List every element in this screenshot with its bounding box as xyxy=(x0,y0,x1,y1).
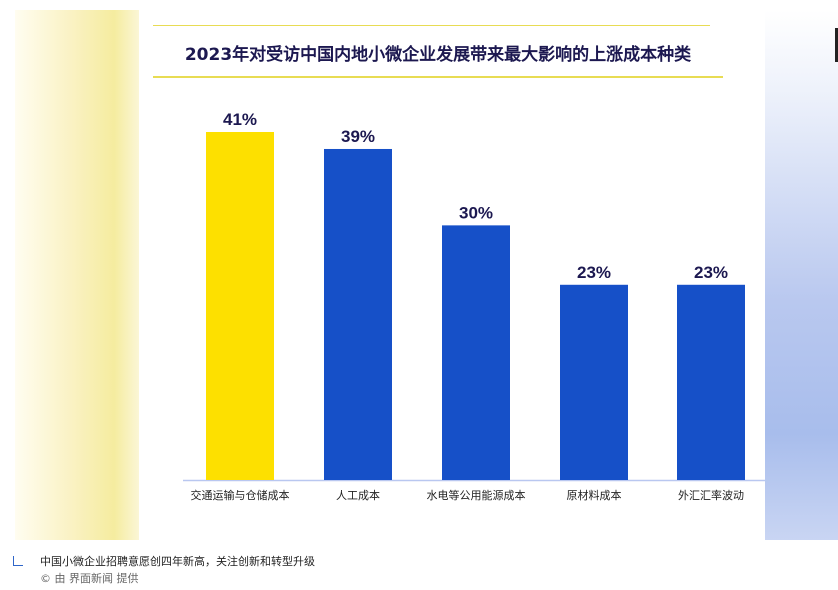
bar-1 xyxy=(206,132,274,480)
data-label-4: 23% xyxy=(577,263,611,282)
data-label-5: 23% xyxy=(694,263,728,282)
category-label-5: 外汇汇率波动 xyxy=(678,488,744,502)
chart-image-frame: 2023年对受访中国内地小微企业发展带来最大影响的上涨成本种类 41% 交通运输与… xyxy=(15,10,838,540)
bar-2 xyxy=(324,148,392,480)
data-label-1: 41% xyxy=(223,110,257,129)
bar-chart: 41% 交通运输与仓储成本 39% 人工成本 30% 水电等公用能源成本 23% 原材料成本 2… xyxy=(183,110,765,502)
category-label-1: 交通运输与仓储成本 xyxy=(191,488,290,502)
title-rule-bottom xyxy=(153,76,723,78)
category-label-4: 原材料成本 xyxy=(567,488,622,502)
category-label-3: 水电等公用能源成本 xyxy=(427,488,526,502)
caption-corner-icon xyxy=(13,556,23,566)
data-label-2: 39% xyxy=(341,127,375,146)
data-label-3: 30% xyxy=(459,203,493,222)
bar-3 xyxy=(442,225,510,480)
right-edge-mark xyxy=(835,28,838,62)
bar-5 xyxy=(677,284,745,480)
left-decoration xyxy=(15,10,139,540)
chart-title: 2023年对受访中国内地小微企业发展带来最大影响的上涨成本种类 xyxy=(184,45,692,65)
title-rule-top xyxy=(153,25,710,26)
image-caption: 中国小微企业招聘意愿创四年新高，关注创新和转型升级 xyxy=(40,555,315,568)
category-label-2: 人工成本 xyxy=(336,488,380,502)
bar-4 xyxy=(560,284,628,480)
right-decoration xyxy=(765,10,838,540)
image-credit: © 由 界面新闻 提供 xyxy=(40,572,139,585)
